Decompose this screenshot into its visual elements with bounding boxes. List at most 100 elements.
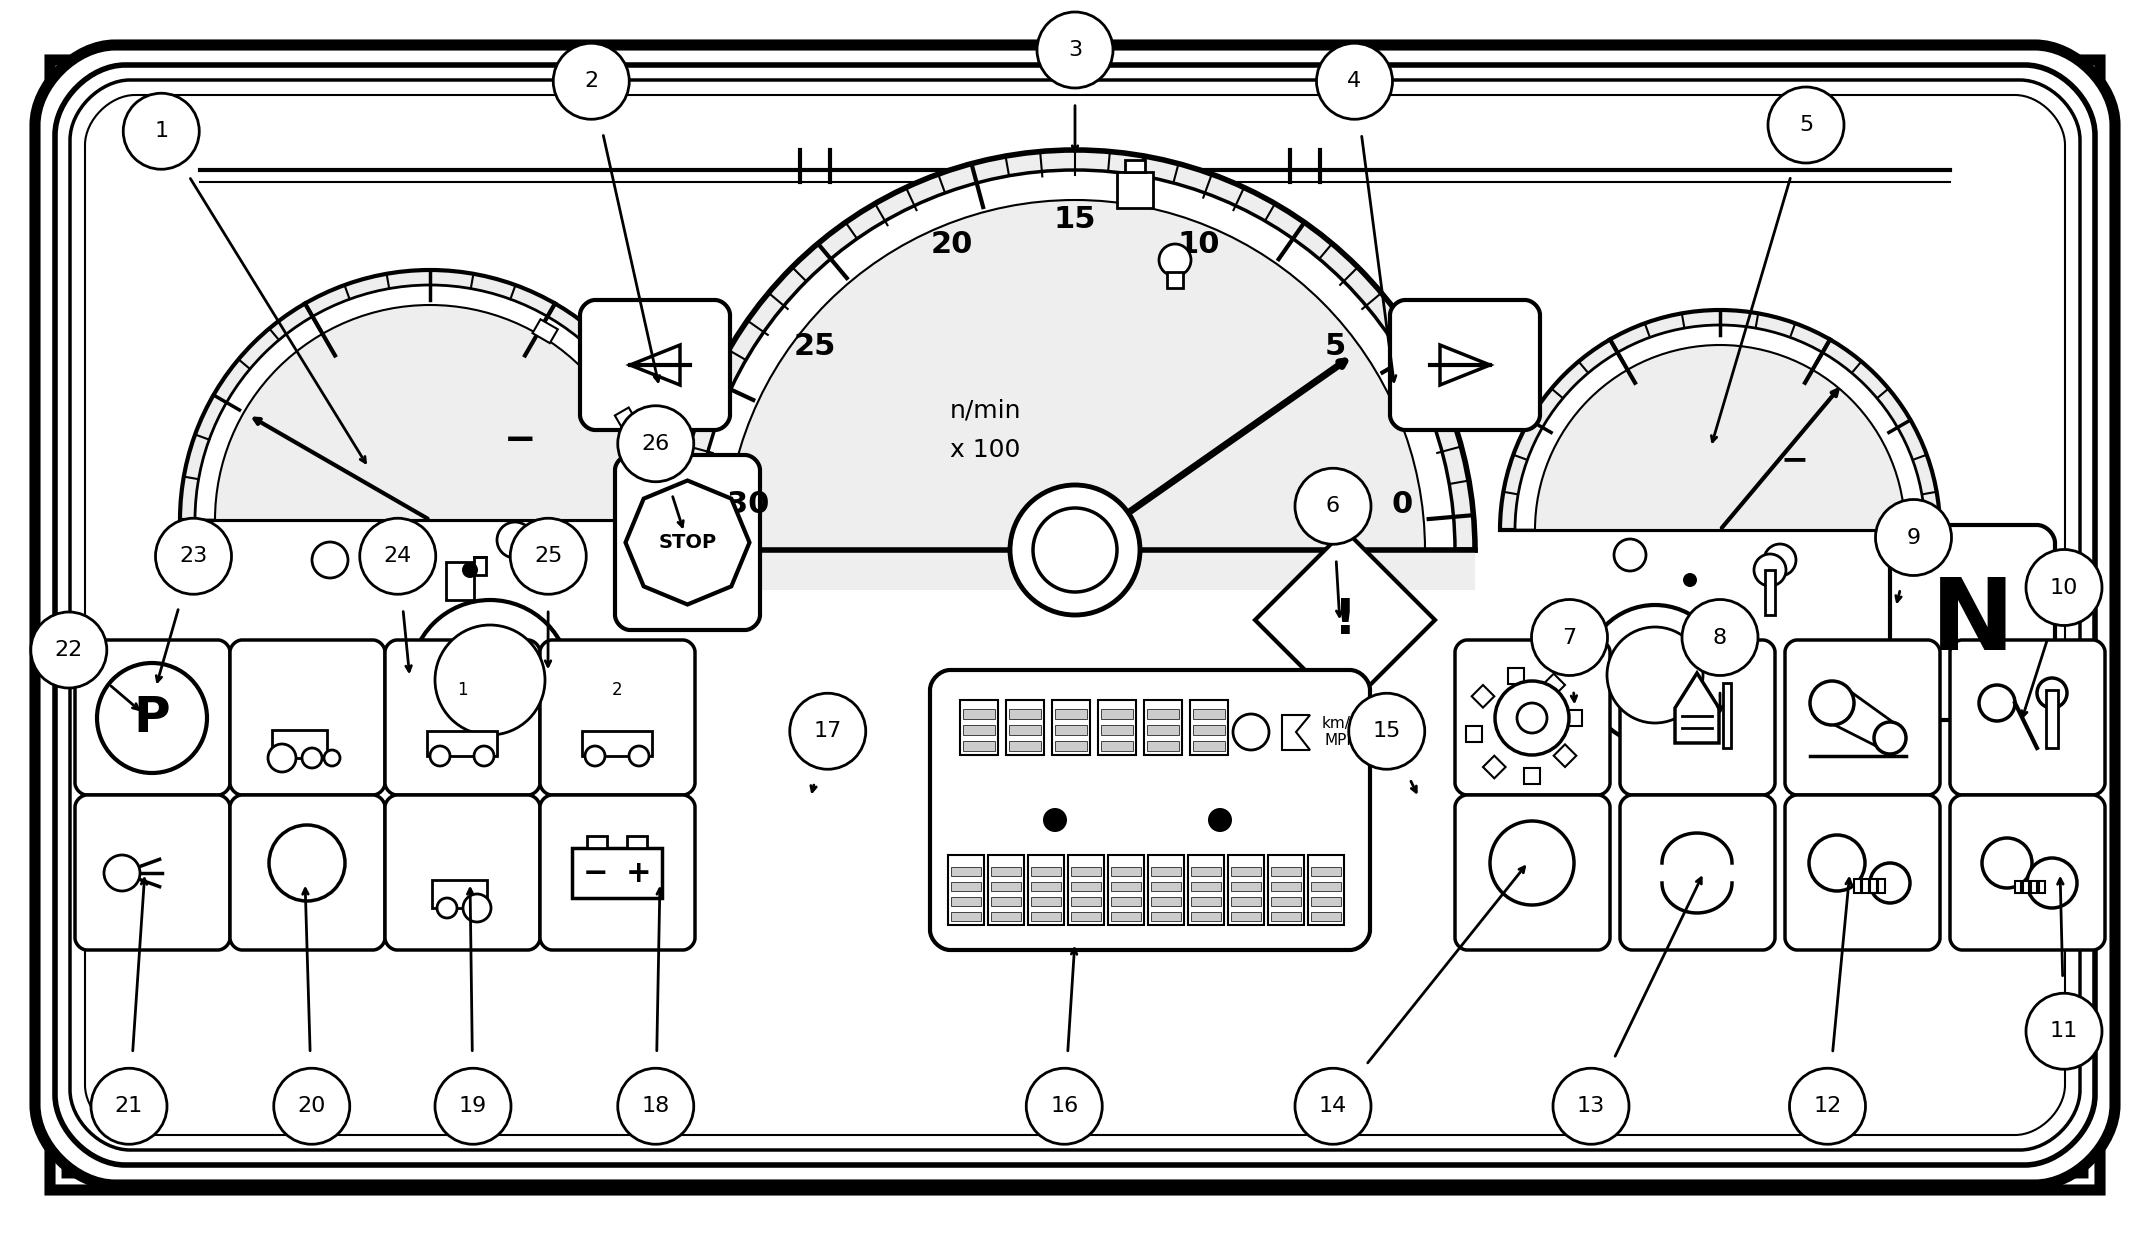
Circle shape [1585,605,1724,745]
Circle shape [1348,694,1425,769]
Bar [273,730,327,758]
Bar [2032,881,2036,892]
Bar [1524,768,1539,784]
Circle shape [273,1069,350,1144]
Bar [1542,674,1565,696]
Circle shape [1518,703,1548,732]
PathPatch shape [1950,795,2105,950]
Wedge shape [215,305,645,520]
Text: 30: 30 [727,490,770,519]
Bar [1191,898,1221,906]
PathPatch shape [230,640,385,795]
Bar [1148,855,1185,925]
Circle shape [1294,1069,1372,1144]
Text: 15: 15 [1054,205,1096,235]
Bar [1051,700,1090,755]
Circle shape [1036,12,1114,88]
Circle shape [123,94,200,169]
Text: +: + [626,859,651,888]
Circle shape [462,894,490,922]
Bar [1312,898,1342,906]
Text: 5: 5 [1324,332,1346,361]
Circle shape [1982,838,2032,887]
Circle shape [325,750,340,766]
Circle shape [1490,821,1574,905]
Text: 2: 2 [613,681,621,699]
Bar [1112,912,1142,921]
Circle shape [1316,44,1393,119]
Circle shape [617,1069,694,1144]
Bar [1232,898,1262,906]
Wedge shape [1501,310,1939,530]
Bar [1099,700,1135,755]
Circle shape [497,522,533,558]
Circle shape [2036,678,2066,707]
Bar [1189,855,1223,925]
Text: 3: 3 [1069,40,1081,60]
Bar [961,700,998,755]
Circle shape [434,1069,512,1144]
PathPatch shape [540,640,694,795]
Text: 1: 1 [155,121,168,141]
Polygon shape [626,480,750,605]
Circle shape [97,662,206,772]
Bar [1150,912,1180,921]
Bar [1483,756,1505,779]
Bar [1112,867,1142,876]
Circle shape [90,1069,168,1144]
Bar [1069,855,1103,925]
Bar [1307,855,1344,925]
Text: 24: 24 [383,546,413,566]
Text: 22: 22 [54,640,84,660]
Bar [615,408,639,432]
Text: 11: 11 [2049,1021,2079,1041]
PathPatch shape [1391,300,1539,430]
Bar [1146,709,1178,719]
Bar [572,848,662,898]
Bar [1032,867,1060,876]
Text: 25: 25 [793,332,836,361]
Text: 15: 15 [1372,721,1402,741]
Bar [1271,898,1301,906]
PathPatch shape [1456,795,1610,950]
Bar [1312,867,1342,876]
Bar [1150,867,1180,876]
Circle shape [359,519,436,594]
Polygon shape [1256,530,1434,710]
Bar [1146,725,1178,735]
Polygon shape [1675,672,1720,742]
Bar [963,725,995,735]
Bar [1312,912,1342,921]
Text: 9: 9 [1907,528,1920,548]
Bar [1191,867,1221,876]
Bar [1268,855,1305,925]
Circle shape [2025,994,2103,1069]
Text: 25: 25 [533,546,563,566]
Circle shape [2025,550,2103,625]
Bar [1144,700,1182,755]
Text: 12: 12 [1812,1096,1843,1116]
Circle shape [1681,600,1759,675]
Bar [1056,709,1088,719]
Circle shape [436,898,458,918]
Bar [432,880,488,908]
Bar [1193,709,1225,719]
Bar [1008,709,1041,719]
Text: 23: 23 [178,546,209,566]
Bar [1112,898,1142,906]
Text: 13: 13 [1576,1096,1606,1116]
Polygon shape [630,345,679,385]
Bar [991,882,1021,891]
Circle shape [1010,485,1140,615]
Text: 8: 8 [1714,628,1726,648]
Bar [1107,855,1144,925]
Circle shape [1789,1069,1866,1144]
Wedge shape [1535,345,1905,530]
Bar [1271,912,1301,921]
PathPatch shape [75,795,230,950]
Circle shape [434,625,544,735]
Bar [1191,882,1221,891]
Bar [1193,725,1225,735]
Circle shape [1810,681,1853,725]
Text: 20: 20 [931,230,972,259]
